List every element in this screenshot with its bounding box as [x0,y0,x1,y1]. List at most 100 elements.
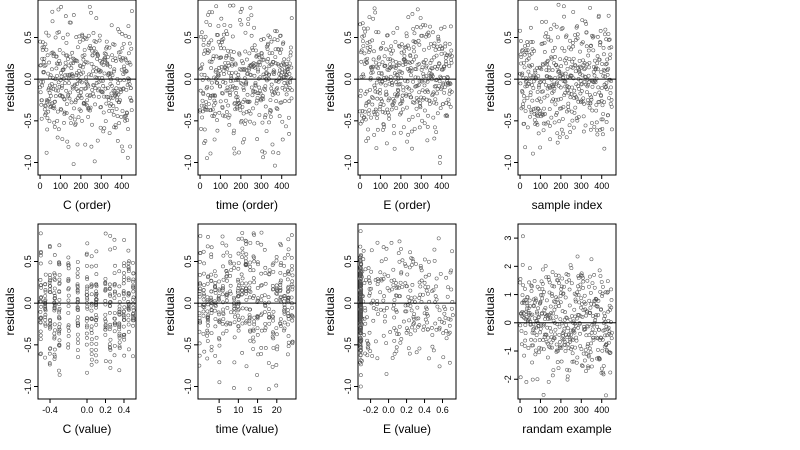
data-point [236,324,241,329]
data-point [595,61,600,66]
data-point [422,324,427,329]
data-point [610,127,614,132]
data-point [584,333,589,338]
data-point [79,90,83,95]
data-point [530,98,535,103]
data-point [279,294,283,299]
data-point [417,62,421,67]
data-point [564,135,569,140]
data-point [549,77,554,82]
data-point [216,310,221,315]
data-point [407,92,412,97]
data-point [94,16,99,21]
data-point [263,346,268,350]
data-point [239,272,244,277]
data-point [361,248,366,253]
data-point [443,307,448,311]
data-point [103,287,108,291]
data-point [566,104,571,109]
data-point [550,373,555,378]
data-point [545,59,549,64]
data-point [76,341,80,345]
data-point [125,118,130,123]
data-point [232,304,237,308]
data-point [225,48,230,53]
data-point [103,359,108,363]
x-axis-label: time (value) [216,422,279,436]
data-point [286,115,291,120]
data-point [121,41,126,46]
data-point [438,106,443,111]
data-point [114,58,118,63]
data-point [103,332,108,337]
data-point [372,49,376,54]
data-point [49,82,54,86]
data-point [530,377,535,382]
data-point [84,325,89,330]
data-point [66,304,71,308]
y-tick-label: -1.0 [183,379,193,395]
data-point [442,25,447,29]
data-point [117,333,122,338]
data-point [93,86,98,90]
data-point [87,4,92,9]
data-point [42,107,47,112]
data-point [447,64,452,68]
data-point [251,231,256,236]
data-point [362,316,367,321]
data-point [540,282,545,286]
data-point [76,315,80,319]
data-point [533,68,537,73]
x-axis-label: C (order) [63,198,111,212]
data-point [89,303,94,308]
data-point [48,275,52,280]
data-point [371,57,376,62]
data-point [49,94,53,98]
data-point [367,291,372,296]
data-point [444,113,449,117]
data-point [543,264,548,268]
data-point [526,312,531,317]
data-point [359,289,363,293]
data-point [549,340,554,345]
data-point [244,239,249,244]
data-point [255,314,260,319]
data-point [209,60,214,64]
x-tick-label: 0.6 [436,405,449,415]
data-point [551,311,555,316]
data-point [588,6,592,10]
data-point [232,295,236,300]
data-point [605,279,610,283]
data-point [532,279,537,283]
data-point [444,100,449,105]
data-point [380,60,385,65]
data-point [530,312,535,317]
data-point [543,306,548,310]
data-point [272,91,277,96]
data-point [373,339,378,344]
data-point [202,73,207,77]
data-point [236,313,240,318]
data-point [131,297,135,302]
data-point [518,375,523,380]
data-point [564,33,569,38]
data-point [278,280,283,285]
data-point [444,61,449,66]
data-point [64,40,69,45]
data-point [597,57,602,62]
data-point [358,271,363,276]
y-tick-label: -1.0 [23,155,33,171]
data-point [232,85,237,90]
data-point [94,284,99,289]
data-point [126,322,131,327]
data-point [235,304,240,309]
data-point [241,61,245,66]
data-point [228,84,233,89]
data-point [394,328,398,333]
data-point [601,132,605,137]
data-point [433,294,438,299]
data-point [233,70,238,75]
data-point [416,83,421,87]
x-tick-label: 100 [533,405,548,415]
data-point [75,323,80,328]
